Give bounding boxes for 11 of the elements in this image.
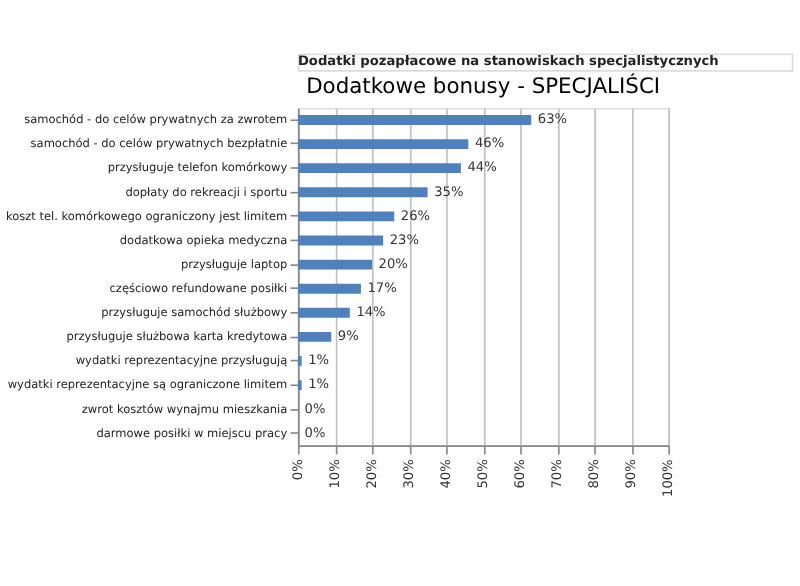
bar [297, 283, 361, 294]
bar [297, 211, 395, 222]
bar [297, 163, 461, 174]
bar [297, 259, 373, 270]
bar [297, 235, 384, 246]
bar [297, 115, 532, 125]
chart-subtitle: Dodatkowe bonusy - SPECJALIŚCI [306, 73, 661, 100]
bar [297, 139, 469, 150]
bar [297, 307, 350, 318]
bar [297, 187, 428, 198]
bar [297, 331, 332, 342]
